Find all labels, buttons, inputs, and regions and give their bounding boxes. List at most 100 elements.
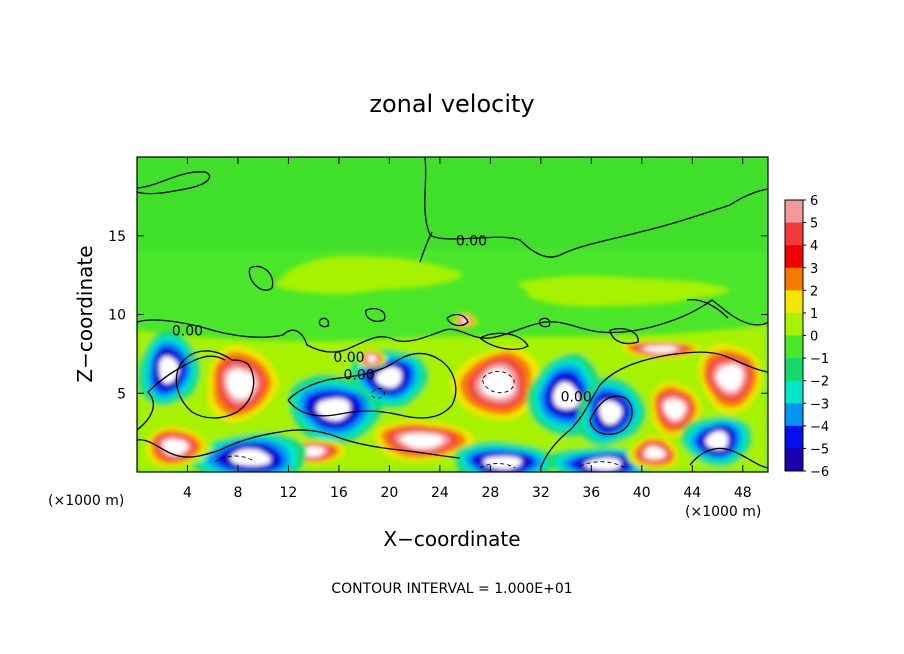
x-tick-label: 8 xyxy=(233,485,242,501)
field-patch xyxy=(400,433,444,449)
contour-line xyxy=(287,352,457,419)
colorbar-label: −3 xyxy=(810,397,829,412)
contour-interval-note: CONTOUR INTERVAL = 1.000E+01 xyxy=(331,581,572,597)
field-patch xyxy=(375,366,402,388)
contour-line xyxy=(137,429,461,459)
field-patch xyxy=(517,275,731,307)
contour-line xyxy=(686,299,729,319)
x-tick-label: 32 xyxy=(532,485,550,501)
contour-line xyxy=(689,447,768,469)
contour-line xyxy=(479,332,529,350)
contour-line-inner xyxy=(479,463,516,469)
contour-line-inner xyxy=(482,371,515,394)
contour-line xyxy=(175,350,255,419)
colorbar-swatch xyxy=(785,425,803,449)
x-axis: 4 8 12 16 20 24 28 32 36 40 44 48 xyxy=(183,157,752,501)
field-patch xyxy=(162,439,188,455)
colorbar-label: 2 xyxy=(810,284,818,299)
colorbar-label: 0 xyxy=(810,330,818,345)
x-unit-right: (×1000 m) xyxy=(685,504,761,520)
y-tick-label: 5 xyxy=(117,386,126,402)
contour-line-inner xyxy=(371,388,385,399)
field-patch xyxy=(480,368,514,399)
y-axis: 5 10 15 xyxy=(108,229,768,402)
colorbar-label: 1 xyxy=(810,307,818,322)
field-patch xyxy=(584,457,621,471)
x-tick-label: 40 xyxy=(633,485,651,501)
y-tick-label: 10 xyxy=(108,308,126,324)
colorbar-swatch xyxy=(785,448,803,472)
colorbar: 6 5 4 3 2 1 0 −1 −2 −3 −4 −5 −6 xyxy=(784,194,829,480)
contour-line-inner xyxy=(214,455,256,463)
x-axis-label: X−coordinate xyxy=(383,527,520,551)
field-patch xyxy=(226,369,256,399)
field-patch xyxy=(705,430,728,450)
field-patch xyxy=(599,400,623,425)
colorbar-swatch xyxy=(785,312,803,336)
colorbar-swatch xyxy=(785,267,803,291)
field-patch xyxy=(553,382,580,410)
colorbar-label: −4 xyxy=(810,420,829,435)
contour-label: 0.00 xyxy=(172,323,203,339)
x-tick-label: 36 xyxy=(582,485,600,501)
field-patch xyxy=(316,398,351,421)
x-unit-left: (×1000 m) xyxy=(48,493,124,509)
colorbar-label: 3 xyxy=(810,262,818,277)
colorbar-swatch xyxy=(785,290,803,314)
field-patch xyxy=(716,364,743,392)
contour-line xyxy=(539,351,768,471)
contour-line xyxy=(137,355,226,431)
velocity-field xyxy=(137,157,768,472)
colorbar-swatch xyxy=(785,358,803,382)
x-tick-label: 12 xyxy=(280,485,298,501)
contour-line xyxy=(365,308,386,322)
x-tick-label: 20 xyxy=(380,485,398,501)
contour-line xyxy=(419,231,433,263)
colorbar-swatch xyxy=(785,403,803,427)
colorbar-label: −6 xyxy=(810,465,829,480)
contour-label: 0.00 xyxy=(344,367,375,383)
field-patch xyxy=(644,446,665,459)
contour-line xyxy=(137,299,768,353)
chart-title: zonal velocity xyxy=(369,90,534,118)
colorbar-swatch xyxy=(785,245,803,269)
contour-line xyxy=(538,317,551,328)
field-patch xyxy=(159,356,179,384)
field-patch xyxy=(367,355,377,363)
x-tick-label: 44 xyxy=(683,485,701,501)
x-tick-label: 4 xyxy=(183,485,192,501)
contour-label: 0.00 xyxy=(333,350,364,366)
field-patch xyxy=(137,157,768,250)
contour-labels: 0.000.000.000.000.00 xyxy=(172,233,592,405)
plot-area: 0.000.000.000.000.00 xyxy=(137,157,768,472)
colorbar-label: 5 xyxy=(810,217,818,232)
field-patch xyxy=(664,399,686,420)
contour-line xyxy=(137,171,211,195)
x-tick-label: 28 xyxy=(481,485,499,501)
x-tick-label: 16 xyxy=(330,485,348,501)
contour-label: 0.00 xyxy=(456,233,487,249)
contour-line xyxy=(446,313,469,327)
contour-line-inner xyxy=(579,461,626,469)
contour-line xyxy=(248,265,274,291)
contour-lines xyxy=(137,157,768,471)
colorbar-swatch xyxy=(785,200,803,224)
colorbar-label: 4 xyxy=(810,239,818,254)
field-patch xyxy=(276,256,463,294)
colorbar-swatch xyxy=(785,380,803,404)
contour-label: 0.00 xyxy=(561,389,592,405)
colorbar-label: −5 xyxy=(810,442,829,457)
contour-line xyxy=(318,317,330,328)
colorbar-swatch xyxy=(785,222,803,246)
field-patch xyxy=(483,456,522,470)
colorbar-swatch xyxy=(785,335,803,359)
y-tick-label: 15 xyxy=(108,229,126,245)
colorbar-label: −1 xyxy=(810,352,829,367)
colorbar-label: 6 xyxy=(810,194,818,209)
contour-line xyxy=(589,395,633,435)
field-patch xyxy=(230,449,271,466)
field-patch xyxy=(643,346,677,353)
y-axis-label: Z−coordinate xyxy=(73,245,97,382)
x-tick-label: 24 xyxy=(431,485,449,501)
